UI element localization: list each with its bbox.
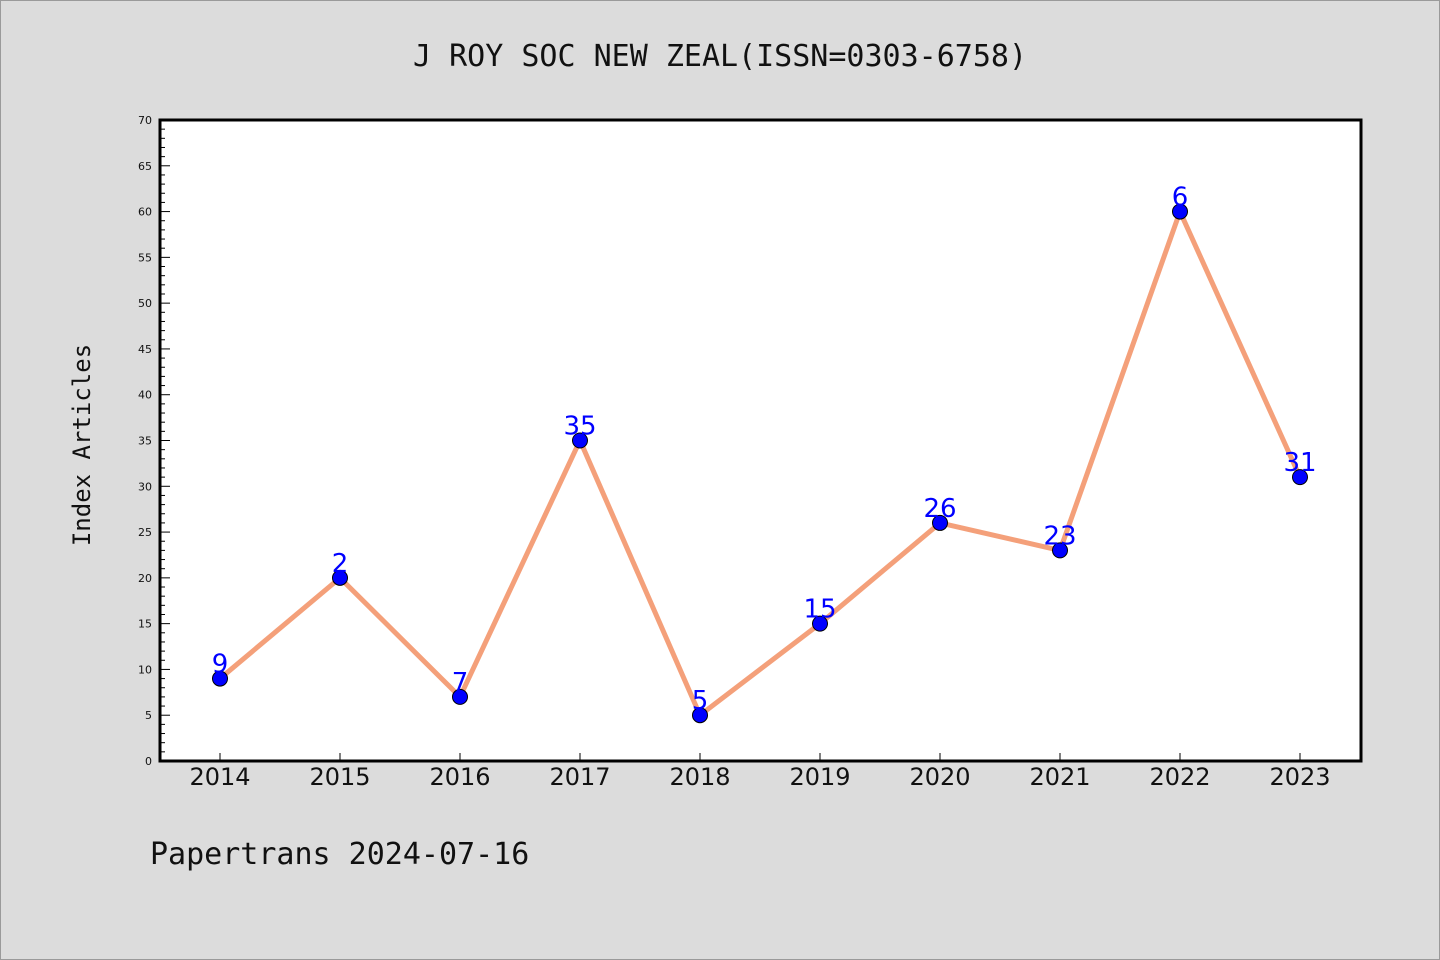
y-tick-label: 0 xyxy=(145,755,152,768)
data-label: 35 xyxy=(563,412,596,442)
y-tick-label: 50 xyxy=(138,297,152,310)
y-tick-label: 65 xyxy=(138,160,152,173)
data-point xyxy=(1172,203,1188,220)
data-point xyxy=(212,670,228,687)
x-tick-label: 2017 xyxy=(549,763,610,791)
y-axis-label: Index Articles xyxy=(68,344,96,546)
data-label: 7 xyxy=(452,668,469,698)
data-point xyxy=(332,569,348,586)
data-label-group: 9 2 7 35 5 15 26 23 6 31 xyxy=(212,183,1317,717)
x-tick-label: 2014 xyxy=(189,763,250,791)
x-tick-label: 2018 xyxy=(669,763,730,791)
y-tick-label: 40 xyxy=(138,389,152,402)
data-label: 5 xyxy=(692,686,709,716)
chart-title: J ROY SOC NEW ZEAL(ISSN=0303-6758) xyxy=(413,39,1027,74)
data-label: 26 xyxy=(923,494,956,524)
data-label: 31 xyxy=(1283,448,1316,478)
y-tick-label: 55 xyxy=(138,251,152,264)
data-point xyxy=(572,432,588,449)
y-tick-label: 35 xyxy=(138,435,152,448)
x-tick-label: 2019 xyxy=(789,763,850,791)
plot-area xyxy=(158,118,1363,763)
y-tick-label: 70 xyxy=(138,114,152,127)
y-tick-label: 15 xyxy=(138,618,152,631)
data-point xyxy=(932,514,948,531)
data-label: 15 xyxy=(803,595,836,625)
y-tick-label: 60 xyxy=(138,206,152,219)
data-point xyxy=(452,688,468,705)
y-tick-label: 30 xyxy=(138,480,152,493)
data-label: 2 xyxy=(332,549,349,579)
y-axis: 0 5 10 15 20 25 30 35 40 45 50 55 60 65 70 xyxy=(138,114,170,768)
data-label: 6 xyxy=(1172,183,1189,213)
x-axis: 2014 2015 2016 2017 2018 2019 2020 2021 2022 2023 xyxy=(189,753,1331,791)
data-point xyxy=(1052,542,1068,559)
x-tick-label: 2023 xyxy=(1269,763,1330,791)
x-tick-label: 2021 xyxy=(1029,763,1090,791)
data-label: 9 xyxy=(212,650,229,680)
y-tick-label: 25 xyxy=(138,526,152,539)
y-tick-label: 5 xyxy=(145,709,152,722)
series-line-group xyxy=(212,203,1308,724)
data-label: 23 xyxy=(1043,521,1076,551)
x-tick-label: 2016 xyxy=(429,763,490,791)
x-tick-label: 2022 xyxy=(1149,763,1210,791)
y-tick-label: 20 xyxy=(138,572,152,585)
y-tick-label: 10 xyxy=(138,663,152,676)
y-tick-label: 45 xyxy=(138,343,152,356)
x-tick-label: 2020 xyxy=(909,763,970,791)
data-point xyxy=(1292,469,1308,486)
data-point xyxy=(812,615,828,632)
series-line xyxy=(218,204,1303,720)
data-point xyxy=(692,707,708,724)
footer-text: Papertrans 2024-07-16 xyxy=(150,837,529,872)
x-tick-label: 2015 xyxy=(309,763,370,791)
